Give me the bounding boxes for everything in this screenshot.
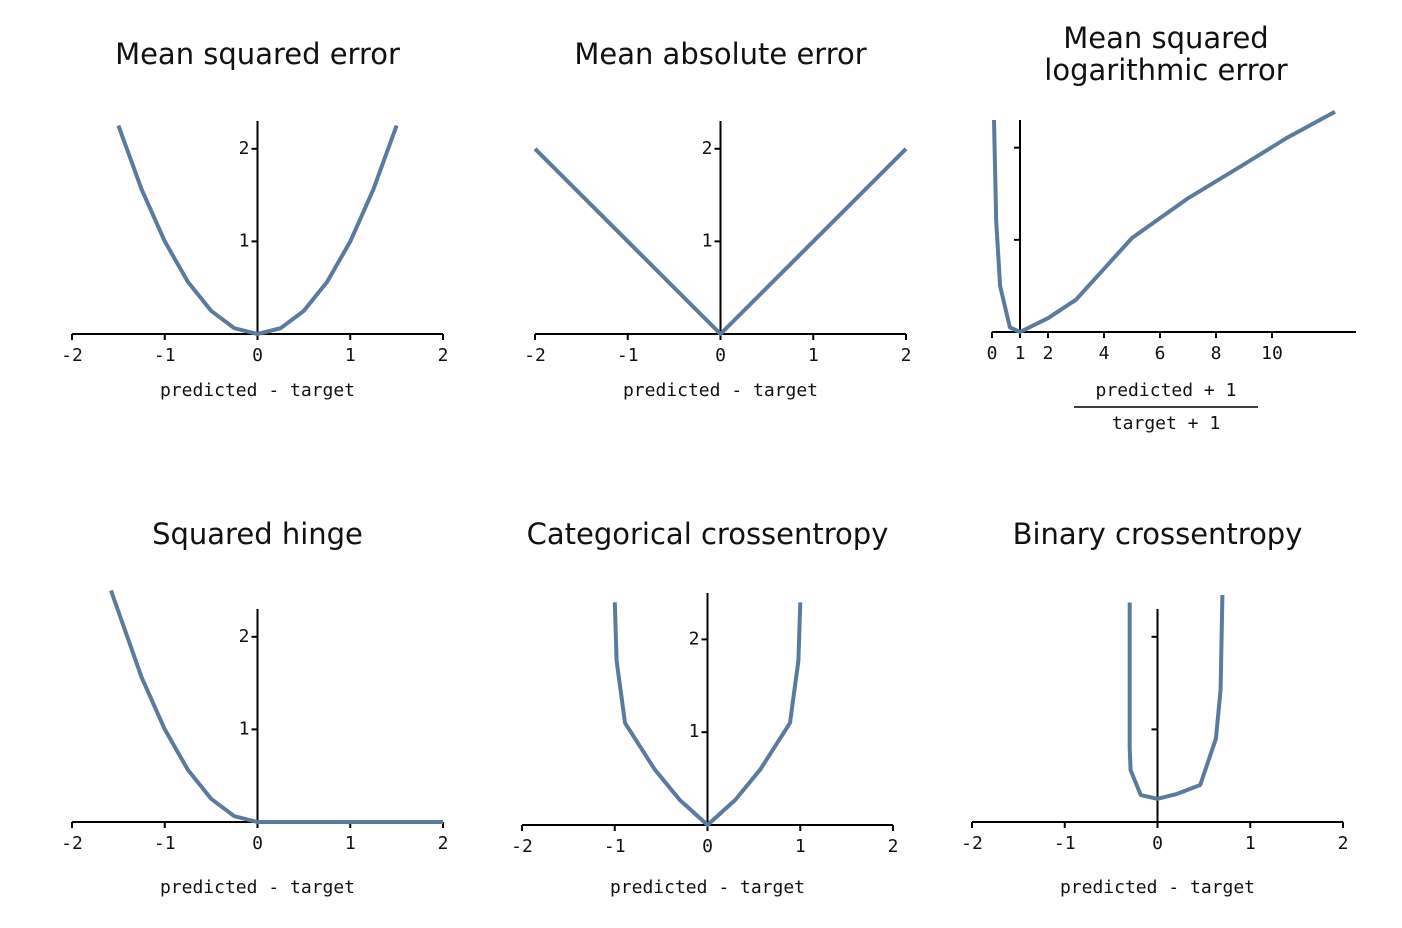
y-tick-label: 2	[239, 626, 250, 647]
x-tick-label: 2	[1043, 343, 1054, 364]
x-tick-label: -1	[617, 345, 639, 366]
x-tick-label: 2	[888, 836, 899, 857]
x-tick-label: 1	[345, 833, 356, 854]
x-tick-label: 0	[252, 345, 263, 366]
x-axis-label: predicted + 1	[1096, 380, 1237, 401]
chart-title: logarithmic error	[1044, 53, 1287, 87]
x-tick-label: 0	[252, 833, 263, 854]
x-tick-label: -1	[604, 836, 626, 857]
loss-curve	[533, 147, 908, 336]
x-tick-label: 2	[438, 833, 449, 854]
x-tick-label: -2	[61, 833, 83, 854]
x-tick-label: 2	[901, 345, 912, 366]
x-tick-label: -2	[511, 836, 533, 857]
loss-curve	[992, 109, 1336, 334]
x-tick-label: 2	[1338, 833, 1349, 854]
x-tick-label: -2	[524, 345, 546, 366]
x-tick-label: 8	[1211, 343, 1222, 364]
y-tick-label: 1	[239, 230, 250, 251]
x-tick-label: 4	[1099, 343, 1110, 364]
x-tick-label: 0	[715, 345, 726, 366]
x-tick-label: -1	[154, 345, 176, 366]
loss-curve	[612, 602, 803, 827]
y-tick-label: 1	[689, 721, 700, 742]
x-tick-label: 1	[1245, 833, 1256, 854]
x-axis-label: predicted - target	[610, 877, 805, 898]
x-tick-label: 2	[438, 345, 449, 366]
x-axis-label: predicted - target	[623, 380, 818, 401]
x-tick-label: 1	[345, 345, 356, 366]
chart-title: Squared hinge	[152, 517, 363, 551]
x-axis-label: predicted - target	[160, 877, 355, 898]
x-tick-label: 6	[1155, 343, 1166, 364]
x-tick-label: 0	[987, 343, 998, 364]
chart-title: Categorical crossentropy	[527, 517, 889, 551]
chart-title: Mean squared error	[115, 37, 400, 71]
x-tick-label: -1	[1054, 833, 1076, 854]
chart-title: Binary crossentropy	[1013, 517, 1303, 551]
y-tick-label: 2	[702, 138, 713, 159]
loss-curve	[116, 124, 399, 336]
y-tick-label: 2	[689, 628, 700, 649]
x-tick-label: 1	[795, 836, 806, 857]
x-tick-label: 1	[1015, 343, 1026, 364]
x-tick-label: 0	[1152, 833, 1163, 854]
x-tick-label: 0	[702, 836, 713, 857]
x-axis-label: predicted - target	[160, 380, 355, 401]
x-axis-label: predicted - target	[1060, 877, 1255, 898]
y-tick-label: 1	[702, 230, 713, 251]
loss-curve	[109, 589, 443, 824]
loss-curve	[1127, 595, 1225, 801]
x-tick-label: 10	[1261, 343, 1283, 364]
x-tick-label: 1	[808, 345, 819, 366]
x-tick-label: -2	[961, 833, 983, 854]
chart-title: Mean squared	[1063, 21, 1268, 55]
chart-title: Mean absolute error	[574, 37, 866, 71]
x-tick-label: -1	[154, 833, 176, 854]
x-axis-label: target + 1	[1112, 413, 1220, 434]
y-tick-label: 1	[239, 718, 250, 739]
x-tick-label: -2	[61, 345, 83, 366]
y-tick-label: 2	[239, 138, 250, 159]
